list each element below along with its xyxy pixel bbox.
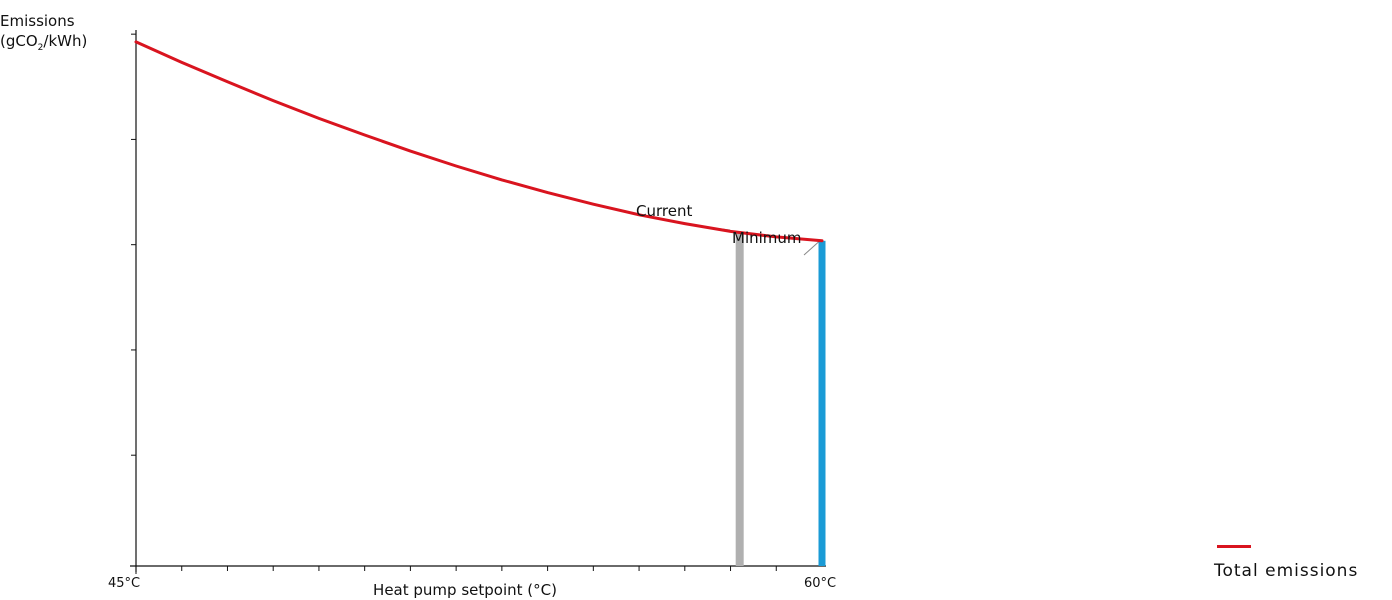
minimum-marker-bar bbox=[818, 240, 826, 566]
minimum-leader-line bbox=[803, 239, 822, 256]
minimum-annotation-label: Minimum bbox=[732, 229, 802, 247]
current-annotation-label: Current bbox=[636, 202, 693, 220]
y-axis-label-prefix: (gCO bbox=[0, 32, 38, 50]
series-line-total-emissions bbox=[134, 40, 824, 243]
x-axis-label: Heat pump setpoint (°C) bbox=[373, 581, 557, 599]
legend-swatch-total-emissions bbox=[1217, 545, 1251, 548]
x-tick-label-end: 60°C bbox=[804, 576, 837, 591]
x-tick-label-start: 45°C bbox=[108, 576, 141, 591]
y-axis-label-suffix: /kWh) bbox=[43, 32, 88, 50]
current-marker-bar bbox=[735, 231, 744, 567]
y-axis-label-line1: Emissions bbox=[0, 12, 75, 30]
y-axis-label: Emissions (gCO2/kWh) bbox=[0, 11, 87, 58]
legend-label-total-emissions: Total emissions bbox=[1214, 561, 1359, 581]
y-axis-label-subscript: 2 bbox=[37, 43, 44, 53]
